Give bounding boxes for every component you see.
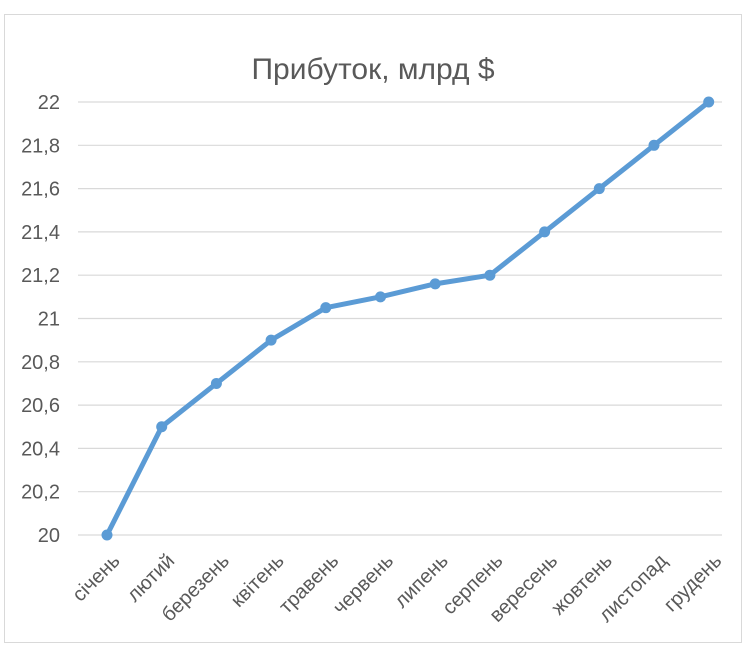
data-point xyxy=(648,139,660,151)
data-point xyxy=(265,334,277,346)
chart-frame: Прибуток, млрд $ xyxy=(4,14,742,643)
data-point xyxy=(484,269,496,281)
y-tick-label: 21,8 xyxy=(21,135,60,157)
y-tick-label: 20,8 xyxy=(21,352,60,374)
y-tick-label: 21,6 xyxy=(21,179,60,201)
series-line xyxy=(104,99,712,538)
y-tick-label: 22 xyxy=(38,92,60,114)
data-point xyxy=(703,96,715,108)
y-tick-label: 20,6 xyxy=(21,395,60,417)
y-tick-label: 21,4 xyxy=(21,222,60,244)
data-point xyxy=(101,529,113,541)
y-tick-label: 20 xyxy=(38,525,60,547)
x-tick-label: січень xyxy=(68,550,124,606)
data-point xyxy=(375,291,386,303)
data-point xyxy=(210,377,222,389)
y-tick-label: 21 xyxy=(38,309,60,331)
y-tick-label: 20,4 xyxy=(21,438,60,460)
chart-title: Прибуток, млрд $ xyxy=(251,53,495,86)
y-tick-label: 21,2 xyxy=(21,265,60,287)
data-point xyxy=(593,183,605,195)
y-tick-label: 20,2 xyxy=(21,482,60,504)
data-point xyxy=(156,421,168,433)
x-tick-label: грудень xyxy=(660,550,726,616)
data-point xyxy=(320,302,332,314)
data-point xyxy=(429,278,441,290)
x-tick-label: червень xyxy=(329,550,398,619)
data-point xyxy=(539,226,551,238)
